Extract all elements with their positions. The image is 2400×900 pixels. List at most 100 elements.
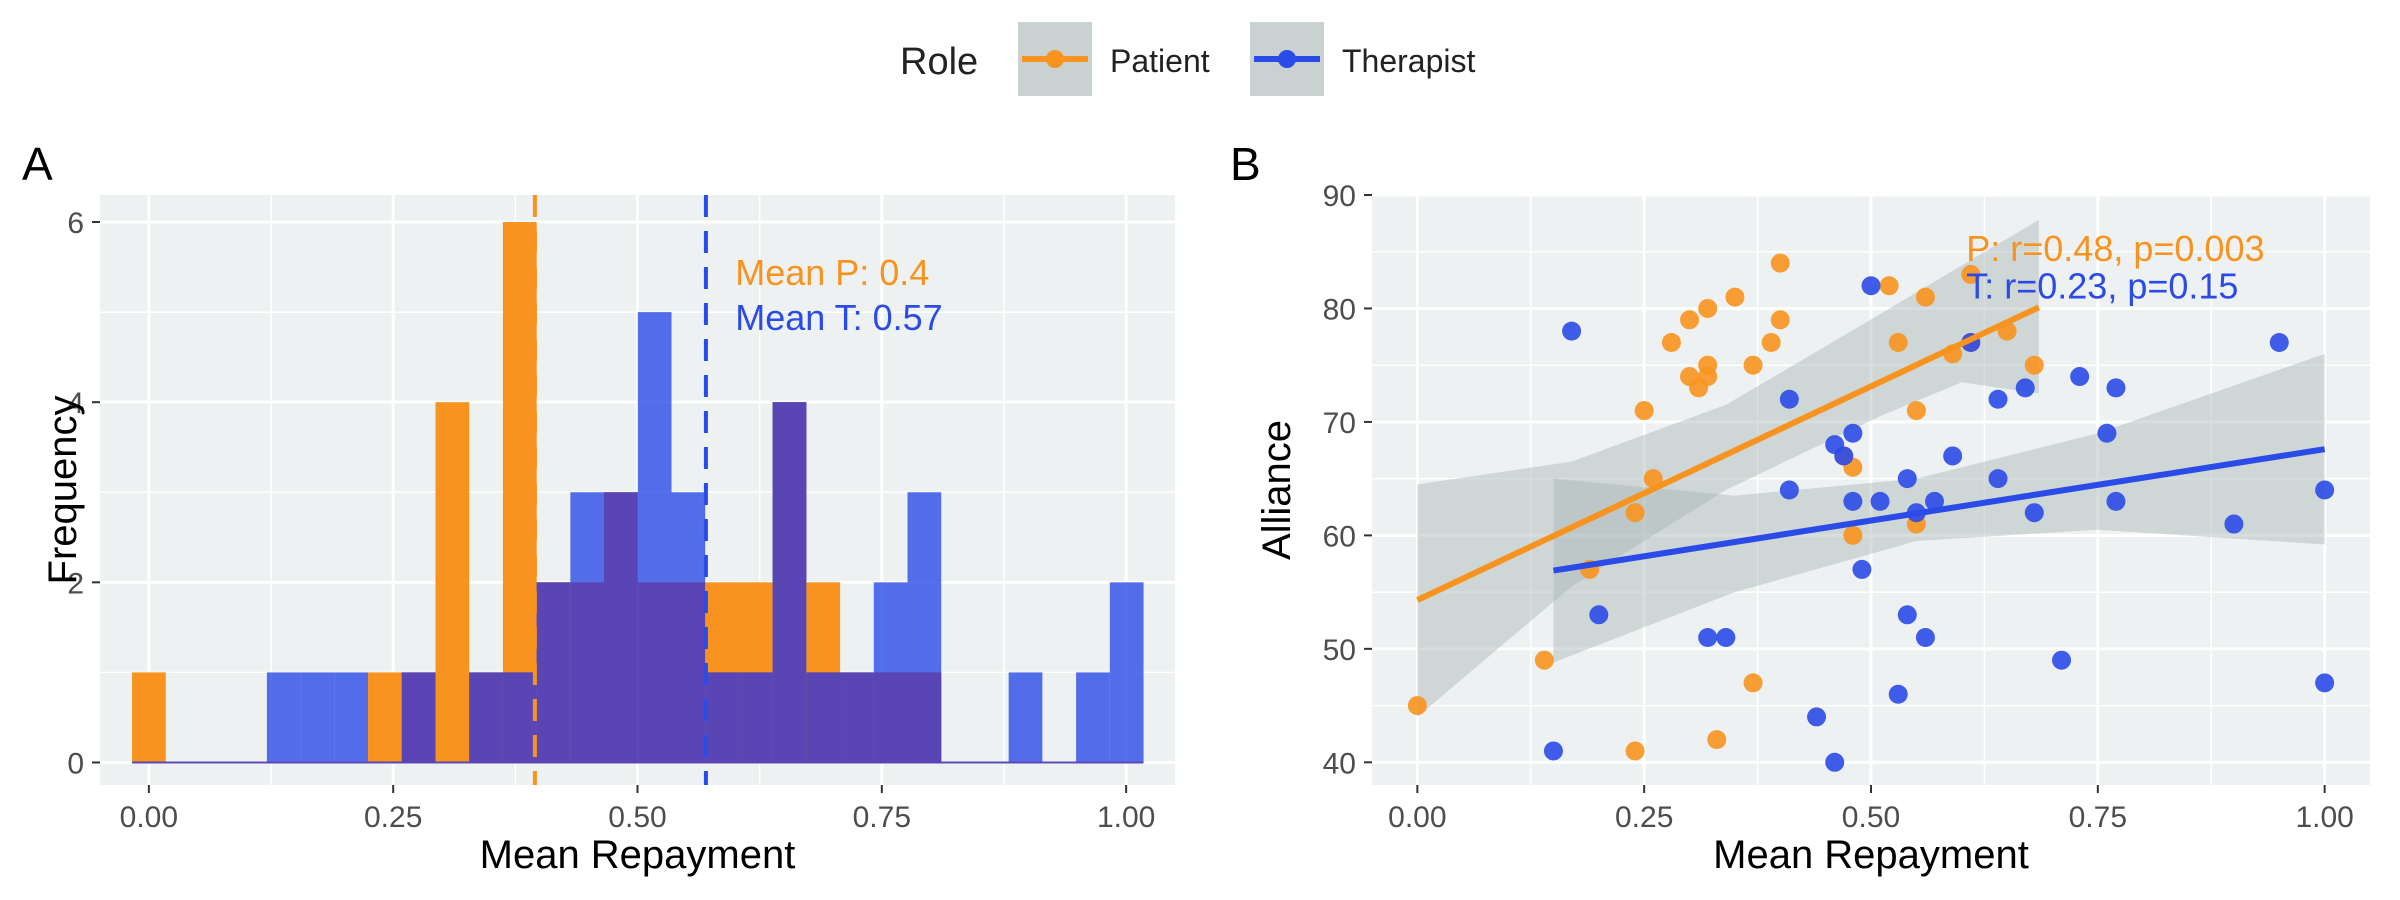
bar-overlap bbox=[536, 582, 571, 763]
confidence-ribbon-patient bbox=[1417, 219, 2039, 717]
point-patient bbox=[1407, 696, 1427, 716]
legend-label-therapist: Therapist bbox=[1342, 43, 1476, 79]
point-patient bbox=[1625, 741, 1645, 761]
point-therapist bbox=[2315, 480, 2335, 500]
bar-overlap bbox=[705, 672, 739, 763]
point-therapist bbox=[2224, 514, 2244, 534]
point-therapist bbox=[1807, 707, 1827, 727]
point-therapist bbox=[1589, 605, 1609, 625]
annotation-mean-therapist: Mean T: 0.57 bbox=[735, 297, 942, 338]
point-patient bbox=[1725, 287, 1745, 307]
y-tick-label: 0 bbox=[67, 747, 84, 780]
point-patient bbox=[1961, 264, 1981, 284]
bar-therapist bbox=[1076, 672, 1110, 763]
x-tick-label: 1.00 bbox=[2295, 801, 2353, 834]
bar-therapist bbox=[334, 672, 369, 763]
point-therapist bbox=[1925, 491, 1945, 511]
y-tick-label: 80 bbox=[1323, 293, 1356, 326]
point-therapist bbox=[2097, 423, 2117, 443]
x-tick-label: 0.75 bbox=[853, 801, 911, 834]
point-therapist bbox=[2315, 673, 2335, 693]
panel-b-points bbox=[1407, 253, 2335, 772]
bar-overlap bbox=[873, 672, 908, 763]
y-tick-label: 6 bbox=[67, 207, 84, 240]
point-therapist bbox=[2106, 378, 2126, 398]
point-patient bbox=[1879, 276, 1899, 296]
point-patient bbox=[1661, 333, 1681, 352]
panel-b-fit-lines bbox=[1416, 304, 2326, 603]
point-therapist bbox=[2070, 367, 2090, 387]
y-tick-label: 40 bbox=[1323, 747, 1356, 780]
bar-overlap bbox=[907, 672, 942, 763]
legend-item-therapist: Therapist bbox=[1250, 22, 1476, 96]
point-therapist bbox=[1915, 628, 1935, 647]
point-therapist bbox=[1943, 446, 1963, 466]
point-therapist bbox=[1562, 321, 1582, 341]
legend-item-patient: Patient bbox=[1018, 22, 1210, 96]
point-therapist bbox=[1716, 628, 1736, 647]
point-therapist bbox=[1897, 469, 1917, 489]
x-tick-label: 0.00 bbox=[1388, 801, 1446, 834]
panel-b-label: B bbox=[1230, 138, 1261, 190]
point-patient bbox=[1770, 310, 1790, 330]
bar-therapist bbox=[300, 672, 335, 763]
point-patient bbox=[1698, 298, 1718, 318]
point-patient bbox=[1761, 333, 1781, 352]
bar-overlap bbox=[637, 582, 672, 763]
point-therapist bbox=[1698, 628, 1718, 647]
panel-b-x-axis-label: Mean Repayment bbox=[1713, 833, 2029, 877]
legend-key-therapist-dot bbox=[1278, 50, 1296, 68]
point-therapist bbox=[1779, 480, 1799, 500]
annotation-correlation-patient: P: r=0.48, p=0.003 bbox=[1966, 228, 2264, 269]
point-therapist bbox=[2269, 333, 2289, 352]
point-patient bbox=[1743, 355, 1763, 375]
point-patient bbox=[1770, 253, 1790, 273]
x-tick-label: 0.25 bbox=[364, 801, 422, 834]
y-tick-label: 90 bbox=[1323, 180, 1356, 213]
panel-a-histogram: A Mean P: 0.4 Mean T: 0.57 0.00 0.25 0.50 0… bbox=[22, 138, 1175, 877]
bar-overlap bbox=[738, 672, 773, 763]
x-tick-label: 0.50 bbox=[608, 801, 666, 834]
bar-overlap bbox=[469, 672, 503, 763]
point-therapist bbox=[1888, 684, 1908, 704]
bar-therapist bbox=[1109, 582, 1144, 763]
point-patient bbox=[1680, 310, 1700, 330]
point-therapist bbox=[1988, 389, 2008, 409]
y-tick-label: 60 bbox=[1323, 520, 1356, 553]
x-tick-label: 0.00 bbox=[120, 801, 178, 834]
legend: Role Patient Therapist bbox=[900, 22, 1476, 96]
panel-a-bars bbox=[132, 222, 1144, 764]
panel-b-y-axis-label: Alliance bbox=[1255, 420, 1299, 560]
point-therapist bbox=[1870, 491, 1890, 511]
point-therapist bbox=[1897, 605, 1917, 625]
point-patient bbox=[1888, 333, 1908, 352]
point-therapist bbox=[2052, 650, 2072, 670]
fit-line-therapist bbox=[1552, 446, 2326, 574]
bar-overlap bbox=[604, 492, 638, 763]
point-therapist bbox=[1779, 389, 1799, 409]
point-therapist bbox=[1834, 446, 1854, 466]
bar-therapist bbox=[266, 672, 301, 763]
bar-patient bbox=[435, 402, 470, 763]
point-patient bbox=[1707, 730, 1727, 750]
point-patient bbox=[1843, 525, 1863, 545]
bar-patient bbox=[368, 672, 402, 763]
panel-a-x-axis-label: Mean Repayment bbox=[480, 833, 796, 877]
point-patient bbox=[1743, 673, 1763, 693]
bar-overlap bbox=[772, 402, 807, 763]
point-patient bbox=[1906, 401, 1926, 421]
point-patient bbox=[1698, 355, 1718, 375]
y-tick-label: 50 bbox=[1323, 634, 1356, 667]
point-therapist bbox=[1543, 741, 1563, 761]
panel-b-scatter: B P: r=0.48, p=0.003 T: r=0.23, p=0.15 0… bbox=[1230, 138, 2370, 877]
point-patient bbox=[1534, 650, 1554, 670]
bar-patient bbox=[132, 672, 166, 763]
point-therapist bbox=[1861, 276, 1881, 296]
annotation-mean-patient: Mean P: 0.4 bbox=[735, 252, 929, 293]
y-tick-label: 4 bbox=[67, 387, 84, 420]
panel-b-axes: 0.00 0.25 0.50 0.75 1.00 40 50 60 70 80 90 bbox=[1323, 180, 2354, 834]
point-therapist bbox=[1852, 559, 1872, 579]
point-therapist bbox=[1825, 752, 1845, 772]
panel-a-y-axis-label: Frequency bbox=[41, 396, 85, 585]
